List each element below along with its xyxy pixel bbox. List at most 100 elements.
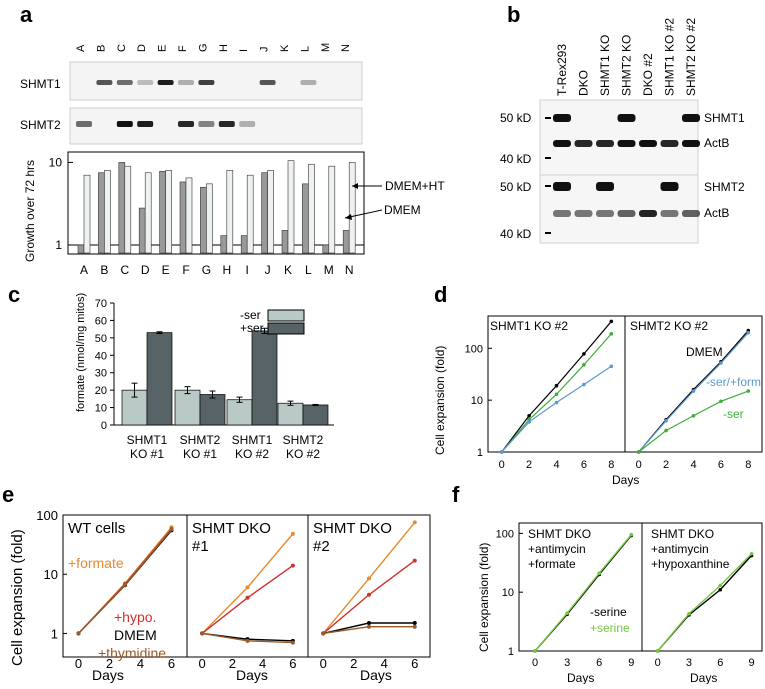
lane-label-bottom: F: [182, 263, 189, 277]
data-point: [413, 520, 417, 524]
data-point: [687, 612, 691, 616]
tick-label-x: 9: [749, 657, 755, 669]
band-shmt1: [96, 80, 112, 85]
annotation-dmem: DMEM: [686, 345, 723, 359]
tick-label-y: 10: [471, 395, 483, 407]
tick-label-y: 100: [496, 528, 514, 540]
marker-40-bottom: 40 kD: [500, 227, 532, 241]
legend-dmem-ht: DMEM+HT: [385, 179, 445, 193]
chart-c: 010203040506070SHMT1KO #1SHMT2KO #1SHMT1…: [95, 298, 334, 461]
band-shmt1: [300, 80, 316, 85]
band-shmt1: [198, 80, 214, 85]
lane-label-bottom: A: [80, 263, 88, 277]
chart-e-xlabel-2: Days: [236, 667, 268, 683]
lane-label: SHMT2 KO #2: [684, 18, 698, 96]
band-shmt2: [219, 121, 235, 127]
chart-f-title-1-line1: SHMT DKO: [528, 527, 591, 541]
bar-dmem: [119, 162, 125, 253]
marker-40-top: 40 kD: [500, 152, 532, 166]
bar-dmem-ht: [166, 170, 172, 253]
chart-d-title-1: SHMT1 KO #2: [490, 319, 568, 333]
tick-label-x: 2: [526, 459, 532, 471]
bar-dmem-ht: [84, 175, 90, 253]
bar-dmem: [241, 236, 247, 253]
band-actb-top: [639, 140, 657, 147]
tick-label-y: 70: [95, 298, 107, 310]
panel-e: e Cell expansion (fold) 0 2 4 6 1 10 100 0 2 4 6 0 2…: [2, 482, 430, 683]
chart-a-ylabel: Growth over 72 hrs: [23, 160, 37, 262]
bar-dmem: [323, 245, 329, 253]
tick-label-x: 3: [564, 657, 570, 669]
tick-label-x: 0: [636, 459, 642, 471]
data-point: [692, 414, 696, 418]
data-point: [630, 533, 634, 537]
tick-label-y: 1: [508, 646, 514, 658]
tick-label-x: 8: [745, 459, 751, 471]
annotation-ser: -ser: [723, 407, 744, 421]
data-point: [565, 611, 569, 615]
legend-minus-ser: -ser: [240, 308, 261, 322]
tick-label-y: 1: [51, 626, 58, 641]
marker-50-top: 50 kD: [500, 111, 532, 125]
bar-dmem-ht: [186, 178, 192, 253]
group-label-line1: SHMT1: [232, 433, 273, 447]
bar-minus-ser: [278, 403, 303, 425]
data-point: [170, 527, 174, 531]
band-actb-top: [553, 140, 571, 147]
data-point: [637, 450, 641, 454]
group-label-line2: KO #1: [130, 447, 164, 461]
chart-e-subtitle-2: #1: [192, 538, 209, 555]
band-actb-top: [575, 140, 593, 147]
band-shmt1: [553, 114, 571, 122]
data-point: [246, 596, 250, 600]
lane-labels: T-Rex293 DKO SHMT1 KO SHMT2 KO DKO #2 SHMT1 K…: [555, 18, 698, 96]
data-point: [413, 621, 417, 625]
lane-label-bottom: D: [141, 263, 150, 277]
band-actb-bottom: [682, 210, 700, 217]
data-point: [527, 420, 531, 424]
band-shmt1: [260, 80, 276, 85]
tick-label-x: 6: [717, 657, 723, 669]
lane-label-top: L: [299, 46, 311, 52]
lane-label-bottom: I: [246, 263, 249, 277]
bar-dmem: [160, 171, 166, 253]
lane-label-top: E: [157, 45, 169, 52]
bar-dmem: [262, 173, 268, 253]
tick-label-x: 2: [663, 459, 669, 471]
legend-swatch-plus-ser: [268, 323, 304, 334]
bar-dmem-ht: [227, 170, 233, 253]
bar-dmem: [282, 230, 288, 253]
band-label-actb-top: ActB: [704, 136, 729, 150]
band-shmt2: [239, 121, 255, 127]
bar-dmem: [200, 187, 206, 253]
chart-a: 1 10: [49, 155, 364, 253]
group-label-line2: KO #2: [286, 447, 320, 461]
data-point: [664, 429, 668, 433]
annotation-minus-serine: -serine: [590, 605, 627, 619]
bar-dmem: [180, 182, 186, 253]
lane-label-bottom: M: [324, 263, 334, 277]
tick-label-y: 30: [95, 368, 107, 380]
bar-dmem-ht: [125, 166, 131, 253]
tick-label-x: 0: [499, 459, 505, 471]
data-point: [582, 383, 586, 387]
band-actb-bottom: [596, 210, 614, 217]
data-point: [533, 649, 537, 653]
data-point: [610, 332, 614, 336]
data-point: [719, 361, 723, 365]
tick-label-y: 10: [49, 155, 63, 169]
band-shmt1: [137, 80, 153, 85]
bar-dmem: [221, 236, 227, 253]
series-line: [502, 366, 612, 452]
legend-dmem: DMEM: [384, 203, 421, 217]
tick-label-x: 6: [168, 656, 175, 671]
bar-plus-ser: [252, 331, 277, 425]
chart-f-xlabel-2: Days: [690, 671, 717, 684]
bar-minus-ser: [175, 390, 200, 425]
bar-dmem-ht: [329, 166, 335, 253]
lane-label-bottom: J: [265, 263, 271, 277]
tick-label-x: 6: [289, 656, 296, 671]
annotation-dmem-e: DMEM: [114, 627, 157, 643]
